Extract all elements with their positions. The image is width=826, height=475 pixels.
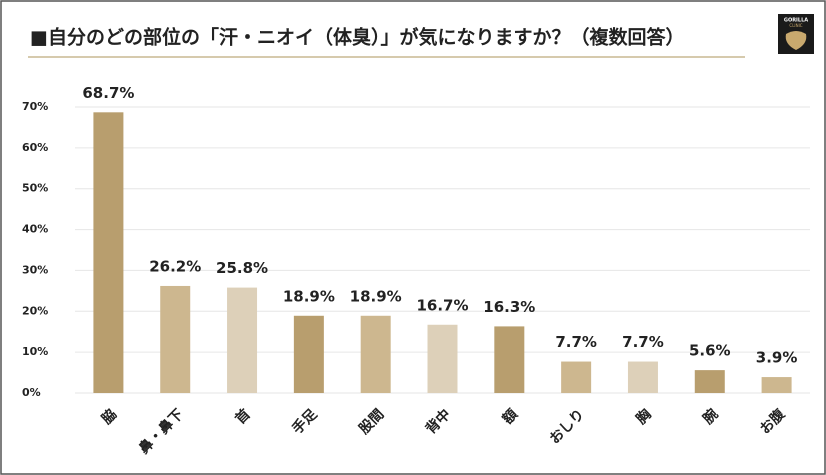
bar bbox=[360, 315, 391, 393]
chart-title: ■自分のどの部位の「汗・ニオイ（体臭）」が気になりますか？（複数回答） bbox=[30, 26, 684, 49]
y-tick-label: 40% bbox=[22, 223, 48, 236]
data-label: 18.9% bbox=[283, 287, 335, 305]
bar bbox=[293, 315, 324, 393]
data-label: 26.2% bbox=[149, 257, 201, 275]
logo-icon bbox=[785, 31, 807, 50]
bar bbox=[227, 287, 258, 393]
bar bbox=[761, 377, 792, 393]
data-label: 7.7% bbox=[622, 333, 664, 351]
data-label: 3.9% bbox=[756, 349, 798, 367]
y-tick-label: 60% bbox=[22, 141, 48, 154]
data-label: 16.7% bbox=[416, 296, 468, 314]
y-tick-label: 0% bbox=[22, 386, 41, 399]
y-tick-label: 10% bbox=[22, 345, 48, 358]
data-label: 18.9% bbox=[350, 287, 402, 305]
data-label: 25.8% bbox=[216, 259, 268, 277]
data-label: 5.6% bbox=[689, 342, 731, 360]
bar bbox=[427, 324, 458, 393]
bar bbox=[160, 285, 191, 393]
bar bbox=[494, 326, 525, 393]
logo-text: CLINIC bbox=[789, 23, 802, 28]
bar bbox=[627, 361, 658, 393]
bar bbox=[561, 361, 592, 393]
y-tick-label: 70% bbox=[22, 100, 48, 113]
logo-text: GORILLA bbox=[784, 18, 808, 24]
bar bbox=[694, 370, 725, 393]
y-tick-label: 30% bbox=[22, 263, 48, 276]
bar bbox=[93, 112, 124, 393]
data-label: 68.7% bbox=[82, 84, 134, 102]
data-label: 7.7% bbox=[555, 333, 597, 351]
data-label: 16.3% bbox=[483, 298, 535, 316]
y-tick-label: 20% bbox=[22, 304, 48, 317]
y-tick-label: 50% bbox=[22, 182, 48, 195]
